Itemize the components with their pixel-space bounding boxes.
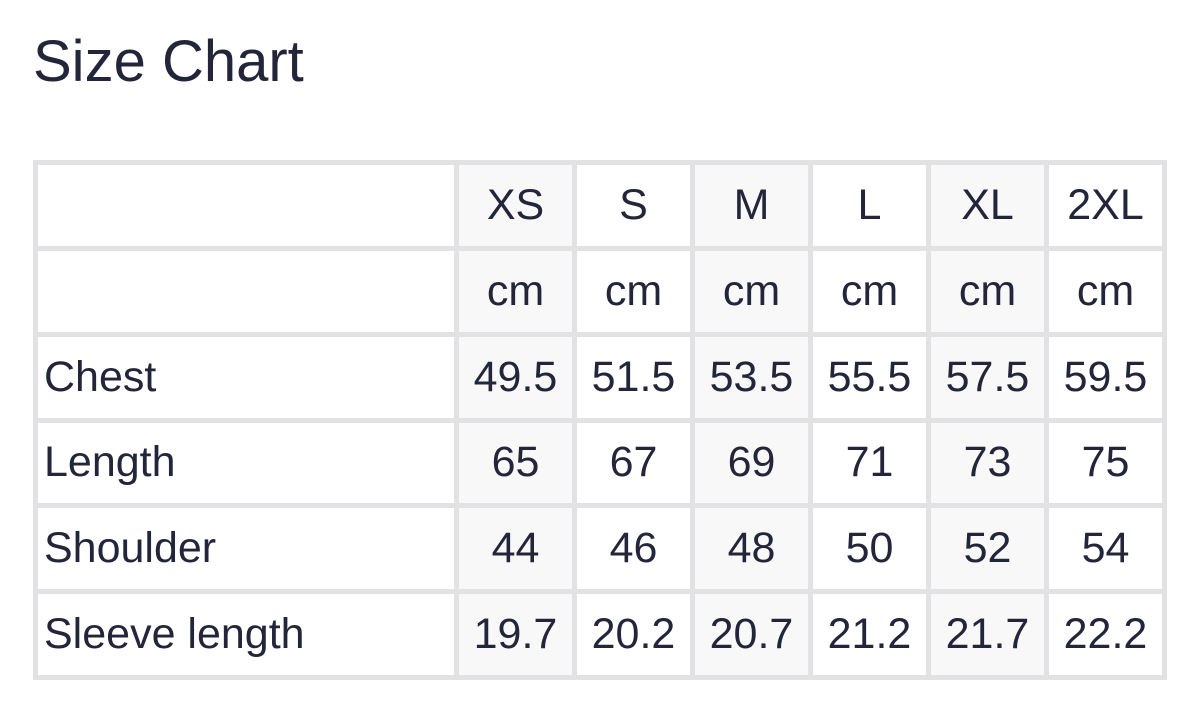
table-cell: 53.5 — [695, 336, 808, 418]
table-cell: 67 — [577, 422, 690, 504]
table-cell: 19.7 — [459, 594, 572, 675]
unit-cell: cm — [1049, 250, 1162, 332]
size-header-m: M — [695, 165, 808, 246]
unit-cell: cm — [577, 250, 690, 332]
page-title: Size Chart — [33, 29, 304, 94]
table-cell: 54 — [1049, 508, 1162, 590]
table-cell: 21.2 — [813, 594, 926, 675]
row-label-chest: Chest — [38, 336, 454, 418]
unit-cell: cm — [459, 250, 572, 332]
table-cell: 44 — [459, 508, 572, 590]
table-cell: 75 — [1049, 422, 1162, 504]
table-cell: 73 — [931, 422, 1044, 504]
table-cell: 20.7 — [695, 594, 808, 675]
size-header-xs: XS — [459, 165, 572, 246]
table-cell: 71 — [813, 422, 926, 504]
table-cell: 57.5 — [931, 336, 1044, 418]
table-cell: 52 — [931, 508, 1044, 590]
size-header-2xl: 2XL — [1049, 165, 1162, 246]
size-header-s: S — [577, 165, 690, 246]
size-header-l: L — [813, 165, 926, 246]
unit-cell: cm — [695, 250, 808, 332]
table-cell: 50 — [813, 508, 926, 590]
size-header-xl: XL — [931, 165, 1044, 246]
table-cell: 48 — [695, 508, 808, 590]
header-empty-cell — [38, 165, 454, 246]
table-cell: 55.5 — [813, 336, 926, 418]
unit-cell: cm — [931, 250, 1044, 332]
table-cell: 22.2 — [1049, 594, 1162, 675]
table-cell: 21.7 — [931, 594, 1044, 675]
table-cell: 49.5 — [459, 336, 572, 418]
table-cell: 20.2 — [577, 594, 690, 675]
unit-cell: cm — [813, 250, 926, 332]
row-label-shoulder: Shoulder — [38, 508, 454, 590]
table-cell: 65 — [459, 422, 572, 504]
size-chart-table: XS S M L XL 2XL cm cm cm cm cm cm Chest 49.5 51.5 53.5 5… — [33, 160, 1167, 680]
table-cell: 59.5 — [1049, 336, 1162, 418]
row-label-sleeve-length: Sleeve length — [38, 594, 454, 675]
row-label-length: Length — [38, 422, 454, 504]
table-cell: 46 — [577, 508, 690, 590]
table-cell: 51.5 — [577, 336, 690, 418]
table-cell: 69 — [695, 422, 808, 504]
unit-empty-cell — [38, 250, 454, 332]
